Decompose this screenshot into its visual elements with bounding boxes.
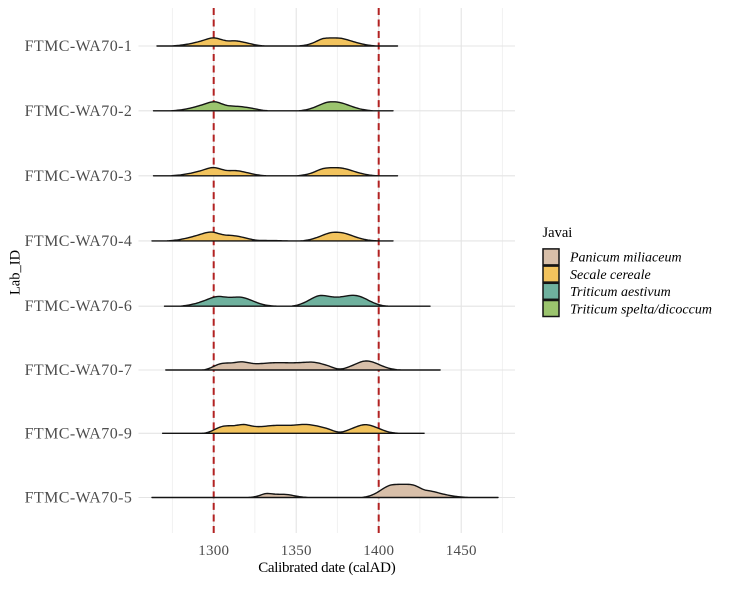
svg-text:Secale cereale: Secale cereale [570,268,651,283]
svg-text:FTMC-WA70-7: FTMC-WA70-7 [25,362,133,379]
svg-text:1300: 1300 [198,543,229,559]
svg-text:FTMC-WA70-2: FTMC-WA70-2 [25,103,133,120]
svg-text:FTMC-WA70-9: FTMC-WA70-9 [25,425,133,442]
svg-text:Triticum aestivum: Triticum aestivum [570,285,671,300]
svg-text:FTMC-WA70-4: FTMC-WA70-4 [25,233,133,250]
svg-text:Calibrated date (calAD): Calibrated date (calAD) [258,560,396,576]
svg-text:1350: 1350 [281,543,312,559]
svg-text:1450: 1450 [446,543,477,559]
svg-text:FTMC-WA70-3: FTMC-WA70-3 [25,168,133,185]
svg-text:Panicum miliaceum: Panicum miliaceum [569,251,682,266]
svg-text:Javai: Javai [543,225,573,241]
svg-text:1400: 1400 [363,543,394,559]
svg-text:FTMC-WA70-5: FTMC-WA70-5 [25,490,133,507]
svg-text:Lab_ID: Lab_ID [8,250,24,295]
svg-text:Triticum spelta/dicoccum: Triticum spelta/dicoccum [570,302,712,317]
svg-text:FTMC-WA70-6: FTMC-WA70-6 [25,298,133,315]
svg-text:FTMC-WA70-1: FTMC-WA70-1 [25,38,133,55]
